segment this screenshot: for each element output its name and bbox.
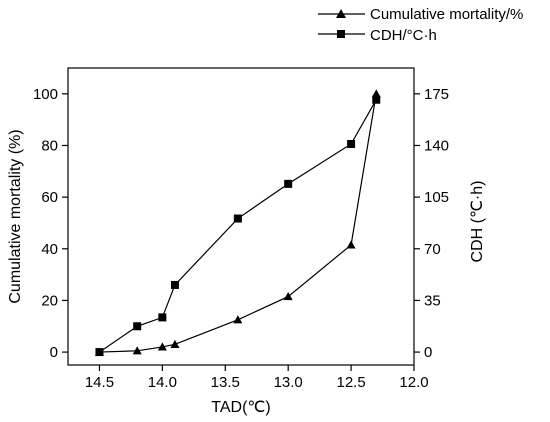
plot-frame	[67, 67, 415, 366]
x-axis-label: TAD(℃)	[211, 399, 270, 416]
y-left-axis-label: Cumulative mortality (%)	[7, 129, 24, 303]
y-left-tick-label: 40	[41, 241, 58, 258]
x-tick-label: 13.5	[211, 374, 240, 391]
x-tick-label: 12.5	[336, 374, 365, 391]
data-point-triangle	[346, 240, 356, 249]
y-right-tick-label: 0	[424, 344, 432, 361]
y-right-tick-label: 70	[424, 241, 441, 258]
data-point-square	[133, 322, 142, 331]
data-point-triangle	[132, 346, 142, 355]
data-point-square	[284, 179, 293, 188]
y-right-tick-label: 140	[424, 137, 449, 154]
y-left-tick-label: 60	[41, 189, 58, 206]
data-point-triangle	[170, 339, 180, 348]
data-point-square	[347, 140, 356, 149]
series-line	[99, 99, 377, 353]
data-point-triangle	[283, 292, 293, 301]
series-layer	[94, 89, 381, 357]
y-left-tick-label: 80	[41, 137, 58, 154]
y-left-axis-ticks: 0 20 40 60 80 100	[33, 86, 68, 361]
y-right-tick-label: 105	[424, 189, 449, 206]
legend-triangle-marker	[336, 9, 346, 18]
x-tick-label: 12.0	[399, 374, 428, 391]
y-left-tick-label: 100	[33, 86, 58, 103]
legend-item-mortality: Cumulative mortality/%	[318, 6, 523, 23]
x-tick-label: 14.0	[148, 374, 177, 391]
legend-label-mortality: Cumulative mortality/%	[370, 6, 523, 23]
y-right-axis-label: CDH (℃·h)	[469, 181, 486, 263]
series-mortality	[94, 89, 381, 356]
data-point-triangle	[157, 342, 167, 351]
data-point-square	[158, 313, 167, 322]
data-point-square	[233, 214, 242, 223]
data-point-square	[95, 348, 104, 357]
data-point-square	[170, 280, 179, 289]
y-left-tick-label: 20	[41, 292, 58, 309]
x-tick-label: 13.0	[274, 374, 303, 391]
y-right-axis-ticks: 0 35 70 105 140 175	[414, 86, 449, 361]
x-tick-label: 14.5	[85, 374, 114, 391]
series-cdh	[95, 95, 381, 357]
plot-area-border	[67, 67, 415, 366]
y-left-tick-label: 0	[50, 344, 58, 361]
legend-square-marker	[337, 30, 345, 38]
data-point-square	[372, 95, 381, 104]
y-right-tick-label: 175	[424, 86, 449, 103]
y-right-tick-label: 35	[424, 292, 441, 309]
legend-label-cdh: CDH/°C·h	[370, 27, 437, 44]
x-axis-ticks: 14.5 14.0 13.5 13.0 12.5 12.0	[85, 365, 429, 391]
series-line	[99, 93, 377, 353]
legend-item-cdh: CDH/°C·h	[318, 27, 437, 44]
data-point-triangle	[371, 89, 381, 98]
legend: Cumulative mortality/% CDH/°C·h	[318, 6, 523, 44]
data-point-triangle	[233, 315, 243, 324]
